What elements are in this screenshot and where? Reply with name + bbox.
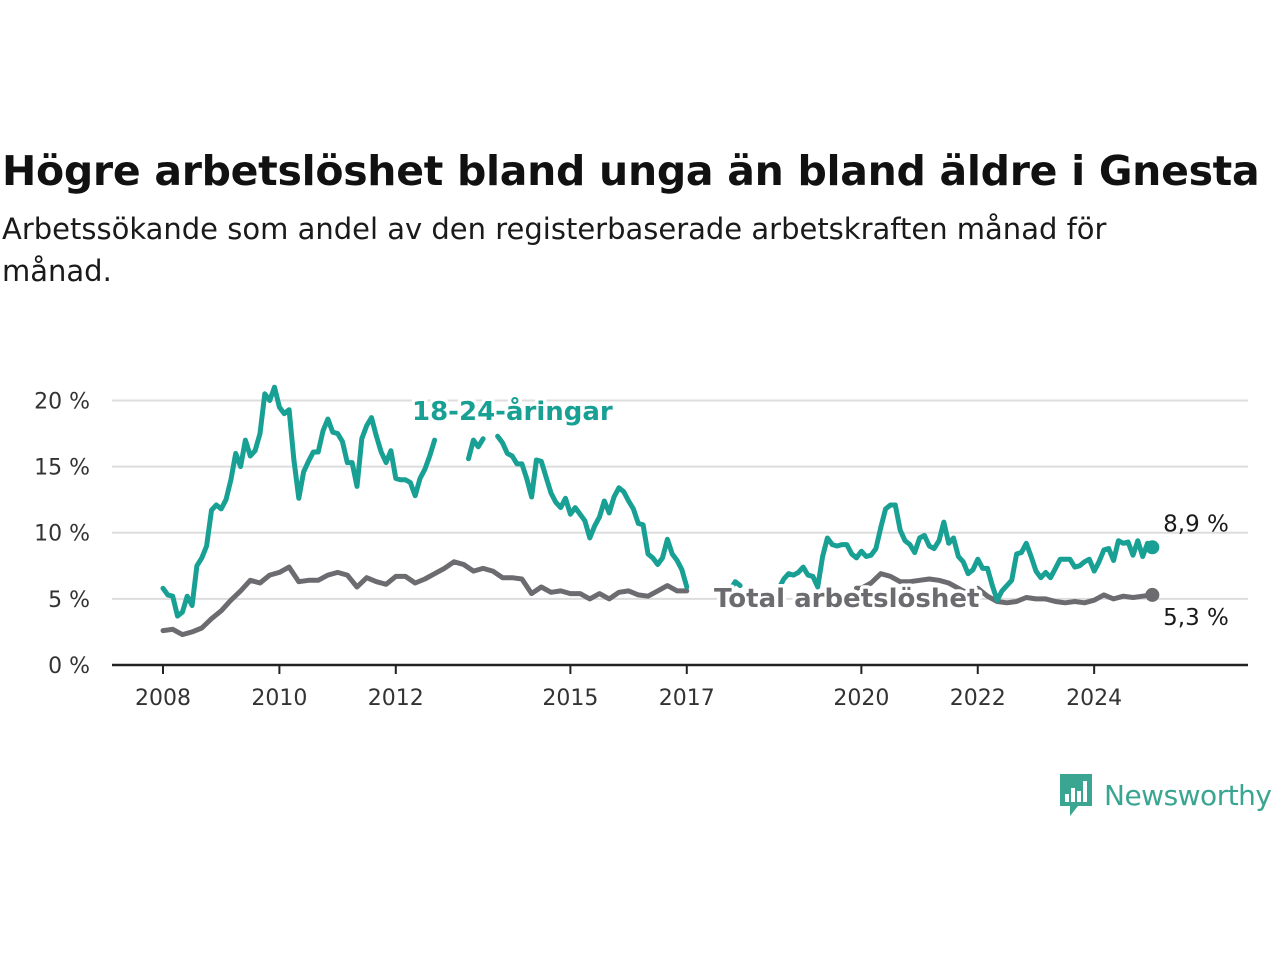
series-labels: 18-24-åringar Total arbetslöshet 8,9 % 5,3 … bbox=[409, 392, 1229, 631]
end-point-youth bbox=[1145, 540, 1160, 555]
y-tick-label: 0 % bbox=[48, 654, 90, 679]
x-tick-label: 2017 bbox=[659, 686, 715, 711]
y-tick-label: 10 % bbox=[34, 522, 90, 547]
end-value-youth: 8,9 % bbox=[1163, 511, 1229, 537]
y-tick-label: 5 % bbox=[48, 588, 90, 613]
x-tick-label: 2020 bbox=[833, 686, 889, 711]
bar-chart-speech-bubble-icon bbox=[1060, 774, 1092, 816]
chart-title: Högre arbetslöshet bland unga än bland ä… bbox=[2, 147, 1260, 195]
x-tick-label: 2010 bbox=[251, 686, 307, 711]
y-tick-label: 20 % bbox=[34, 389, 90, 414]
x-tick-label: 2012 bbox=[368, 686, 424, 711]
series-label-youth: 18-24-åringar bbox=[412, 395, 613, 427]
series-label-total: Total arbetslöshet bbox=[714, 584, 979, 614]
brand-name: Newsworthy bbox=[1104, 778, 1272, 812]
newsworthy-logo: Newsworthy bbox=[1058, 772, 1272, 818]
x-tick-label: 2024 bbox=[1066, 686, 1122, 711]
series-lines bbox=[160, 384, 1160, 638]
end-value-total: 5,3 % bbox=[1163, 605, 1229, 631]
y-axis-tick-labels: 0 % 5 % 10 % 15 % 20 % bbox=[34, 389, 90, 679]
gridlines bbox=[112, 399, 1248, 667]
x-tick-label: 2022 bbox=[950, 686, 1006, 711]
end-point-total bbox=[1145, 587, 1160, 602]
y-tick-label: 15 % bbox=[34, 456, 90, 481]
x-axis-tick-labels: 2008 2010 2012 2015 2017 2020 2022 2024 bbox=[135, 665, 1122, 711]
chart-subtitle: Arbetssökande som andel av den registerb… bbox=[2, 212, 1107, 288]
x-tick-label: 2015 bbox=[542, 686, 598, 711]
x-tick-label: 2008 bbox=[135, 686, 191, 711]
series-line-total bbox=[160, 559, 1155, 638]
series-line-youth bbox=[160, 384, 1155, 619]
